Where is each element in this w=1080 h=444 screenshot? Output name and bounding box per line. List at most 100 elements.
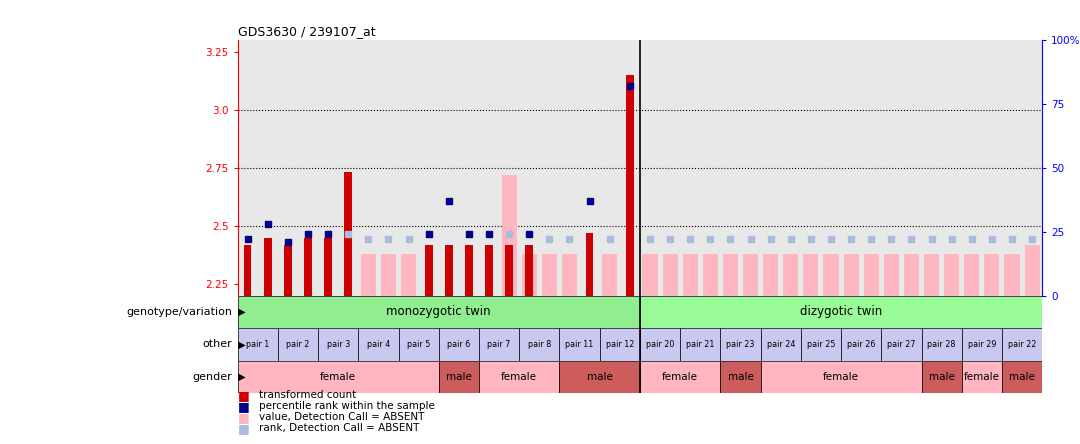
Bar bbox=[264, 238, 271, 296]
Bar bbox=[964, 254, 980, 296]
Text: pair 24: pair 24 bbox=[767, 340, 795, 349]
Bar bbox=[680, 328, 720, 361]
Bar bbox=[424, 245, 432, 296]
Text: female: female bbox=[501, 372, 537, 382]
Text: ■: ■ bbox=[238, 400, 249, 413]
Text: pair 8: pair 8 bbox=[528, 340, 551, 349]
Text: male: male bbox=[586, 372, 612, 382]
Text: female: female bbox=[662, 372, 698, 382]
Bar bbox=[640, 296, 1042, 328]
Text: pair 6: pair 6 bbox=[447, 340, 471, 349]
Bar bbox=[324, 238, 332, 296]
Bar bbox=[445, 245, 453, 296]
Text: other: other bbox=[202, 339, 232, 349]
Bar bbox=[526, 245, 534, 296]
Bar bbox=[801, 328, 841, 361]
Bar bbox=[904, 254, 919, 296]
Bar bbox=[585, 233, 593, 296]
Bar bbox=[643, 254, 658, 296]
Text: value, Detection Call = ABSENT: value, Detection Call = ABSENT bbox=[259, 412, 424, 422]
Bar bbox=[723, 254, 738, 296]
Text: GDS3630 / 239107_at: GDS3630 / 239107_at bbox=[238, 25, 375, 38]
Text: pair 25: pair 25 bbox=[807, 340, 835, 349]
Bar bbox=[743, 254, 758, 296]
Bar bbox=[244, 245, 252, 296]
Bar bbox=[760, 328, 801, 361]
Bar bbox=[823, 254, 838, 296]
Bar bbox=[804, 254, 819, 296]
Text: pair 22: pair 22 bbox=[1008, 340, 1037, 349]
Bar bbox=[760, 361, 921, 393]
Text: female: female bbox=[823, 372, 859, 382]
Text: pair 28: pair 28 bbox=[928, 340, 956, 349]
Text: female: female bbox=[963, 372, 1000, 382]
Bar bbox=[284, 245, 292, 296]
Text: pair 1: pair 1 bbox=[246, 340, 269, 349]
Text: monozygotic twin: monozygotic twin bbox=[387, 305, 491, 318]
Bar bbox=[559, 361, 640, 393]
Bar bbox=[984, 254, 999, 296]
Bar bbox=[345, 172, 352, 296]
Text: pair 23: pair 23 bbox=[726, 340, 755, 349]
Bar bbox=[519, 328, 559, 361]
Bar bbox=[843, 254, 859, 296]
Bar bbox=[764, 254, 779, 296]
Bar bbox=[319, 328, 359, 361]
Text: transformed count: transformed count bbox=[259, 390, 356, 400]
Text: female: female bbox=[320, 372, 356, 382]
Text: percentile rank within the sample: percentile rank within the sample bbox=[259, 401, 435, 411]
Text: genotype/variation: genotype/variation bbox=[126, 307, 232, 317]
Text: dizygotic twin: dizygotic twin bbox=[800, 305, 882, 318]
Bar bbox=[238, 296, 640, 328]
Bar bbox=[703, 254, 718, 296]
Text: male: male bbox=[728, 372, 754, 382]
Bar bbox=[626, 75, 634, 296]
Bar bbox=[924, 254, 940, 296]
Bar bbox=[883, 254, 899, 296]
Text: ■: ■ bbox=[238, 388, 249, 402]
Text: pair 12: pair 12 bbox=[606, 340, 634, 349]
Bar bbox=[542, 254, 557, 296]
Bar bbox=[480, 361, 559, 393]
Text: rank, Detection Call = ABSENT: rank, Detection Call = ABSENT bbox=[259, 424, 419, 433]
Text: male: male bbox=[1009, 372, 1035, 382]
Text: pair 7: pair 7 bbox=[487, 340, 511, 349]
Text: ▶: ▶ bbox=[235, 307, 246, 317]
Text: pair 2: pair 2 bbox=[286, 340, 310, 349]
Text: ■: ■ bbox=[238, 422, 249, 435]
Bar bbox=[921, 328, 962, 361]
Bar bbox=[381, 254, 396, 296]
Bar bbox=[480, 328, 519, 361]
Bar bbox=[485, 245, 492, 296]
Text: ▶: ▶ bbox=[235, 339, 246, 349]
Bar bbox=[361, 254, 376, 296]
Bar bbox=[522, 254, 537, 296]
Text: male: male bbox=[929, 372, 955, 382]
Bar bbox=[438, 361, 480, 393]
Bar bbox=[1004, 254, 1020, 296]
Bar bbox=[864, 254, 879, 296]
Text: pair 29: pair 29 bbox=[968, 340, 996, 349]
Bar bbox=[359, 328, 399, 361]
Bar bbox=[921, 361, 962, 393]
Bar bbox=[1025, 245, 1040, 296]
Bar bbox=[401, 254, 416, 296]
Bar bbox=[783, 254, 798, 296]
Text: pair 27: pair 27 bbox=[887, 340, 916, 349]
Bar bbox=[1002, 328, 1042, 361]
Text: pair 11: pair 11 bbox=[566, 340, 594, 349]
Bar bbox=[881, 328, 921, 361]
Bar bbox=[720, 361, 760, 393]
Bar bbox=[640, 328, 680, 361]
Bar bbox=[962, 361, 1002, 393]
Bar bbox=[238, 328, 278, 361]
Text: pair 5: pair 5 bbox=[407, 340, 430, 349]
Bar bbox=[841, 328, 881, 361]
Text: ■: ■ bbox=[238, 411, 249, 424]
Bar bbox=[962, 328, 1002, 361]
Text: gender: gender bbox=[192, 372, 232, 382]
Bar bbox=[662, 254, 677, 296]
Bar bbox=[562, 254, 577, 296]
Bar bbox=[944, 254, 959, 296]
Text: pair 4: pair 4 bbox=[367, 340, 390, 349]
